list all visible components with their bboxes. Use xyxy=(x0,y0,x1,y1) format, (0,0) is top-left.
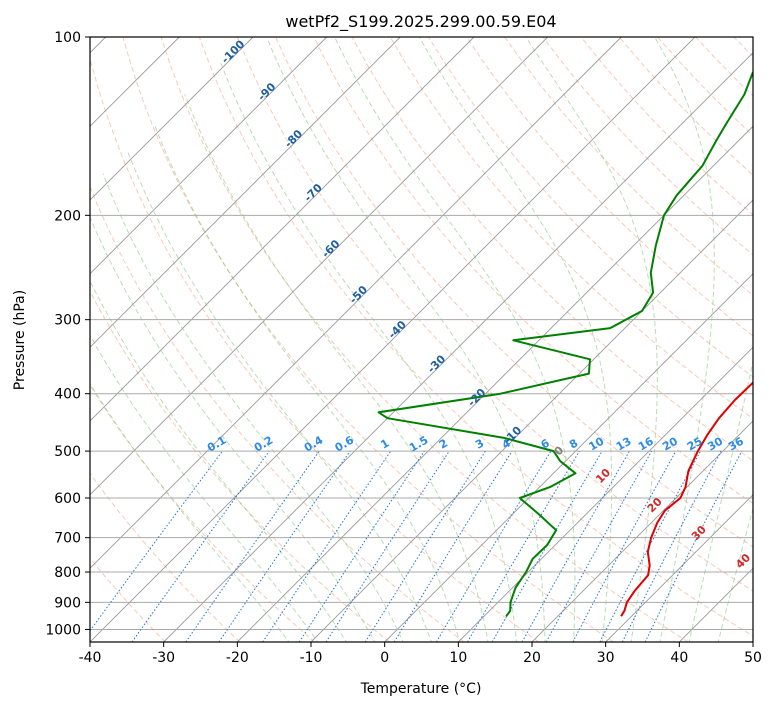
chart-title: wetPf2_S199.2025.299.00.59.E04 xyxy=(285,12,556,32)
dry-adiabat xyxy=(160,37,689,642)
x-tick-label: -40 xyxy=(79,650,102,666)
isotherm xyxy=(90,37,328,275)
mixing-ratio-line xyxy=(218,450,351,642)
y-tick-label: 1000 xyxy=(45,622,81,638)
mixing-ratio-line xyxy=(262,450,392,642)
mixing-ratio-line xyxy=(621,450,722,642)
isotherm xyxy=(90,37,696,642)
x-tick-label: 40 xyxy=(670,650,688,666)
dry-adiabat xyxy=(90,290,390,642)
x-tick-label: 0 xyxy=(380,650,389,666)
isotherm xyxy=(605,494,753,642)
y-axis-label: Pressure (hPa) xyxy=(12,290,28,390)
mixing-ratio-line xyxy=(572,450,677,642)
moist-adiabat xyxy=(102,173,404,642)
isotherm xyxy=(90,37,401,348)
dry-adiabat xyxy=(427,37,753,378)
y-tick-label: 600 xyxy=(54,491,81,507)
dry-adiabat xyxy=(504,37,753,296)
isotherm xyxy=(531,420,753,642)
x-tick-label: 10 xyxy=(449,650,467,666)
y-tick-label: 200 xyxy=(54,208,81,224)
isotherm xyxy=(310,199,753,642)
isotherm xyxy=(90,37,254,201)
mixing-ratio-line xyxy=(521,450,630,642)
dry-adiabat xyxy=(90,472,241,642)
isotherm xyxy=(384,273,753,642)
mixing-ratio-line xyxy=(325,450,450,642)
isotherm xyxy=(90,37,622,569)
temperature-profile xyxy=(620,381,753,617)
mixing-ratio-line xyxy=(644,450,743,642)
dry-adiabat xyxy=(90,557,166,642)
mixing-ratio-line xyxy=(298,450,425,642)
profiles xyxy=(377,70,753,617)
mixing-ratio-line xyxy=(435,450,552,642)
isotherm xyxy=(90,37,475,422)
y-tick-label: 900 xyxy=(54,595,81,611)
moist-adiabat xyxy=(90,279,347,642)
x-axis-label: Temperature (°C) xyxy=(360,681,482,697)
dry-adiabat xyxy=(90,185,465,642)
x-tick-label: -20 xyxy=(226,650,249,666)
y-tick-label: 400 xyxy=(54,387,81,403)
axis-ticks: -40 -30 -20 -10 0 10 20 30 40 50 100 200 300 400 500 60… xyxy=(45,30,762,666)
y-tick-label: 700 xyxy=(54,531,81,547)
isotherm xyxy=(163,52,753,642)
moist-adiabat xyxy=(90,215,376,642)
y-tick-label: 100 xyxy=(54,30,81,46)
x-tick-label: 50 xyxy=(744,650,762,666)
dry-adiabat xyxy=(275,37,753,548)
x-tick-label: 20 xyxy=(523,650,541,666)
dry-adiabat xyxy=(351,37,753,462)
dry-adiabat xyxy=(313,37,753,505)
moist-adiabat xyxy=(90,334,319,642)
isotherm xyxy=(236,125,753,642)
y-tick-label: 500 xyxy=(54,444,81,460)
mixing-ratio-line xyxy=(90,450,223,632)
isotherm xyxy=(457,346,753,642)
mixing-ratio-line xyxy=(364,450,486,642)
isotherm xyxy=(90,37,549,496)
dry-adiabat xyxy=(237,37,753,592)
background-lines xyxy=(90,37,753,642)
x-tick-label: 30 xyxy=(597,650,615,666)
x-tick-label: -30 xyxy=(152,650,175,666)
dry-adiabat xyxy=(90,56,540,642)
mixing-ratio-line xyxy=(185,450,320,642)
y-tick-label: 300 xyxy=(54,313,81,329)
moist-adiabat xyxy=(184,94,489,642)
dry-adiabat xyxy=(122,37,614,642)
plot-frame xyxy=(89,36,754,643)
mixing-ratio-line xyxy=(131,450,270,642)
mixing-ratio-line xyxy=(545,450,653,642)
y-tick-label: 800 xyxy=(54,565,81,581)
dry-adiabat xyxy=(198,37,753,637)
x-tick-label: -10 xyxy=(300,650,323,666)
mixing-ratio-line xyxy=(393,450,513,642)
mixing-ratio-line xyxy=(599,450,701,642)
dewpoint-profile xyxy=(377,70,753,617)
